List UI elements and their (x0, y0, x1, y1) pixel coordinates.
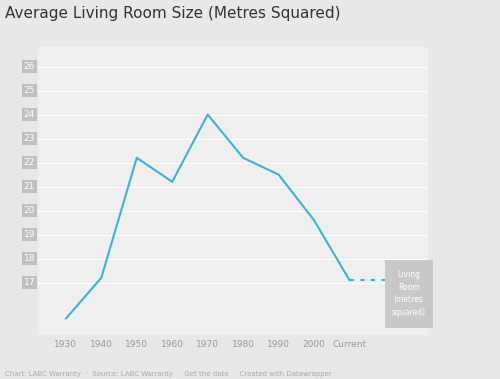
Text: 22: 22 (24, 158, 35, 167)
Text: 25: 25 (24, 86, 35, 95)
Text: 23: 23 (24, 134, 35, 143)
Text: 26: 26 (24, 62, 35, 71)
Text: 19: 19 (24, 230, 35, 239)
Text: 17: 17 (24, 278, 35, 287)
Text: Living
Room
(metres
squared): Living Room (metres squared) (392, 271, 426, 317)
Text: 20: 20 (24, 206, 35, 215)
Text: Chart: LABC Warranty  ·  Source: LABC Warranty  ·  Get the data  ·  Created with: Chart: LABC Warranty · Source: LABC Warr… (5, 371, 332, 377)
Text: 18: 18 (24, 254, 35, 263)
Text: 24: 24 (24, 110, 35, 119)
Text: Average Living Room Size (Metres Squared): Average Living Room Size (Metres Squared… (5, 6, 340, 21)
Text: 21: 21 (24, 182, 35, 191)
